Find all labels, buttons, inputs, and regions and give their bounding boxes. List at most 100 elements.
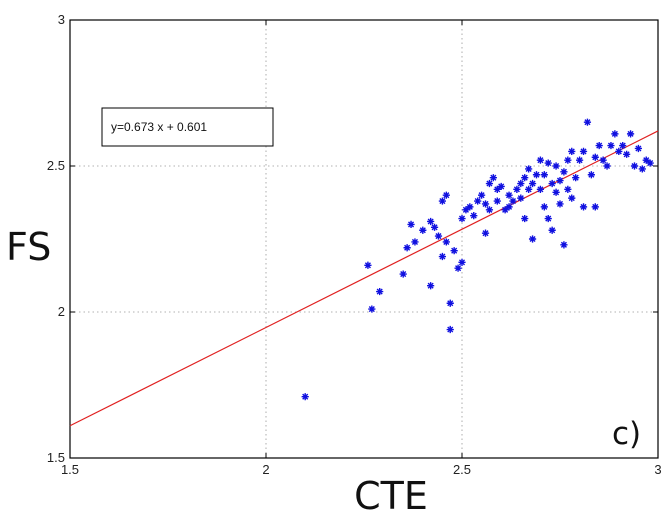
data-point: [497, 182, 505, 191]
data-points: [301, 118, 654, 401]
data-point: [552, 188, 560, 196]
x-tick-label: 3: [654, 462, 661, 477]
data-point: [525, 165, 533, 173]
data-point: [532, 171, 541, 179]
data-point: [536, 156, 544, 164]
data-point: [646, 159, 654, 167]
x-tick-label: 2.5: [453, 462, 471, 477]
y-axis-label: FS: [6, 225, 51, 269]
data-point: [536, 185, 544, 193]
data-point: [587, 171, 595, 179]
data-point: [525, 185, 533, 193]
data-point: [458, 258, 466, 266]
data-point: [623, 150, 631, 158]
tick-labels: 1.5 2 2.5 3 1.5 2 2.5 3: [47, 12, 662, 477]
data-point: [493, 185, 501, 193]
data-point: [501, 206, 509, 214]
data-point: [579, 203, 588, 211]
data-point: [466, 203, 474, 211]
data-point: [564, 185, 572, 193]
data-point: [505, 191, 513, 199]
data-point: [564, 156, 572, 164]
data-point: [458, 214, 466, 223]
data-point: [521, 214, 529, 223]
data-point: [568, 147, 576, 155]
data-point: [556, 177, 564, 185]
data-point: [634, 144, 642, 153]
data-point: [568, 194, 576, 202]
data-point: [446, 299, 454, 307]
grid-lines: [70, 20, 658, 458]
data-point: [442, 191, 450, 199]
data-point: [540, 171, 548, 179]
data-point: [591, 203, 599, 211]
data-point: [611, 130, 619, 138]
data-point: [411, 238, 419, 246]
data-point: [485, 179, 494, 188]
data-point: [552, 162, 560, 170]
data-point: [301, 393, 309, 401]
data-point: [517, 194, 525, 202]
data-point: [607, 141, 615, 150]
data-point: [544, 159, 552, 167]
data-point: [474, 197, 482, 205]
data-point: [548, 179, 556, 188]
data-point: [376, 287, 384, 296]
data-point: [556, 200, 564, 208]
data-point: [603, 162, 611, 170]
data-point: [540, 203, 548, 211]
data-point: [560, 241, 568, 249]
y-tick-label: 2.5: [47, 158, 65, 173]
x-tick-label: 2: [262, 462, 269, 477]
data-point: [438, 252, 446, 261]
data-point: [544, 214, 552, 223]
data-point: [517, 179, 525, 188]
data-point: [403, 244, 411, 252]
data-point: [364, 261, 372, 269]
data-point: [528, 179, 537, 188]
data-point: [599, 156, 607, 164]
data-point: [485, 206, 494, 214]
y-tick-label: 1.5: [47, 450, 65, 465]
y-tick-label: 2: [58, 304, 65, 319]
data-point: [489, 174, 497, 182]
data-point: [407, 220, 415, 228]
data-point: [462, 206, 470, 214]
regression-line: [69, 130, 659, 427]
data-point: [446, 325, 454, 334]
data-point: [505, 203, 513, 211]
data-point: [626, 130, 635, 138]
panel-label: c): [612, 416, 641, 452]
data-point: [493, 197, 501, 205]
data-point: [399, 270, 407, 278]
data-point: [454, 264, 462, 272]
data-point: [619, 141, 627, 150]
data-point: [548, 226, 556, 234]
data-point: [521, 174, 529, 182]
data-point: [470, 212, 478, 220]
equation-box: y=0.673 x + 0.601: [101, 107, 274, 147]
data-point: [630, 162, 639, 170]
plot-frame: [69, 19, 659, 459]
data-point: [509, 197, 517, 205]
data-point: [481, 229, 490, 237]
data-point: [427, 282, 435, 290]
data-point: [481, 200, 490, 208]
y-tick-label: 3: [58, 12, 65, 27]
data-point: [450, 247, 458, 255]
data-point: [434, 232, 443, 240]
data-point: [642, 156, 650, 164]
x-tick-label: 1.5: [61, 462, 79, 477]
data-point: [579, 147, 588, 155]
data-point: [430, 223, 439, 231]
data-point: [560, 168, 568, 176]
data-point: [638, 165, 646, 173]
data-point: [438, 197, 446, 205]
data-point: [528, 235, 537, 243]
tick-marks: [69, 19, 659, 459]
data-point: [591, 153, 599, 161]
data-point: [368, 305, 376, 313]
data-point: [595, 141, 603, 150]
data-point: [478, 191, 486, 199]
